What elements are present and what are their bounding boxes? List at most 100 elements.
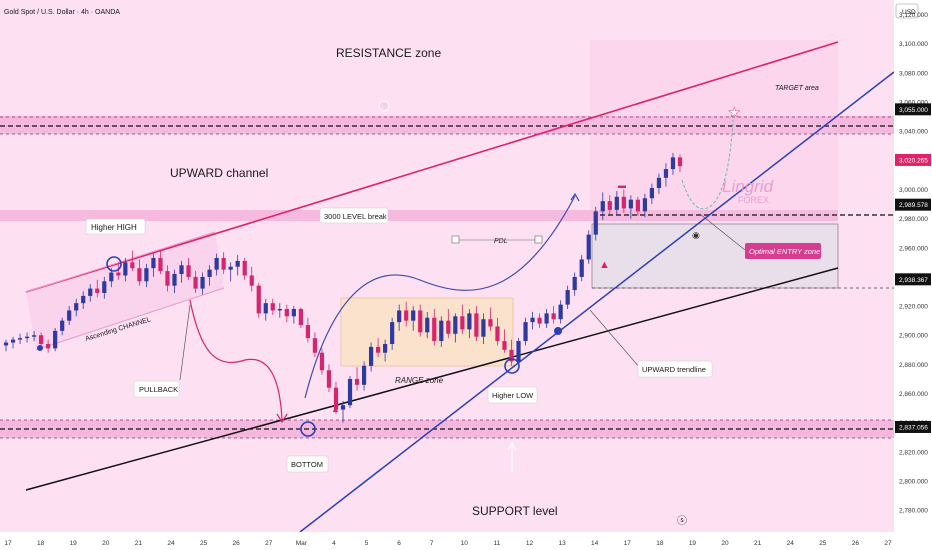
candle-body	[158, 257, 163, 272]
trendline-touch-dot	[554, 327, 562, 335]
candle-body	[354, 378, 360, 385]
candle-body	[172, 274, 177, 286]
svg-text:Optimal ENTRY zone: Optimal ENTRY zone	[749, 247, 820, 256]
x-tick-label: 20	[102, 540, 110, 547]
candle-body	[200, 276, 205, 289]
svg-text:Higher LOW: Higher LOW	[492, 391, 534, 400]
candle	[60, 317, 65, 336]
candle-body	[474, 313, 479, 337]
upward-trendline-tag: UPWARD trendline	[637, 360, 713, 378]
candle-body	[144, 268, 149, 282]
candle-body	[635, 199, 640, 212]
candle-body	[375, 346, 381, 353]
candle-body	[319, 352, 325, 371]
price-axis[interactable]	[894, 0, 932, 532]
target-star-icon: ★	[728, 104, 741, 120]
candle	[375, 338, 381, 358]
candle	[277, 303, 282, 318]
projection-curve	[304, 195, 576, 399]
candle-body	[249, 275, 254, 286]
candle-body	[326, 370, 332, 388]
candle	[151, 253, 156, 277]
x-tick-label: 24	[167, 540, 175, 547]
y-tick-label: 3,120.000	[899, 12, 928, 19]
candle-body	[397, 310, 402, 323]
target-path	[681, 119, 734, 210]
candle-body	[670, 157, 676, 170]
candle-body	[235, 260, 240, 267]
candle-body	[88, 288, 93, 296]
candle	[390, 317, 395, 350]
candle	[305, 317, 311, 343]
x-tick-label: 14	[591, 540, 599, 547]
y-tick-label: 2,800.000	[899, 478, 928, 485]
candle-body	[361, 365, 367, 385]
x-tick-label: 19	[70, 540, 78, 547]
x-tick-label: 10	[461, 540, 469, 547]
candle	[502, 329, 507, 353]
candle-body	[368, 346, 374, 366]
higher-high-marker	[106, 256, 122, 272]
ascending-channel-lower	[35, 287, 225, 351]
candle	[179, 260, 184, 283]
x-tick-label: 13	[558, 540, 566, 547]
price-tag-label: 2,938.367	[899, 277, 928, 284]
y-tick-label: 2,920.000	[899, 304, 928, 311]
price-tag-bg	[895, 103, 931, 116]
candle	[193, 271, 198, 293]
candle-body	[186, 265, 191, 277]
x-tick-label: 18	[656, 540, 664, 547]
candle	[207, 265, 212, 286]
time-axis[interactable]	[0, 532, 932, 550]
candle	[158, 250, 163, 275]
price-tag-bg	[895, 273, 931, 286]
candle-body	[572, 276, 577, 291]
svg-text:BOTTOM: BOTTOM	[291, 460, 323, 469]
candle-body	[165, 271, 170, 286]
candle	[81, 291, 86, 309]
candle	[256, 282, 261, 318]
candle-body	[516, 341, 521, 362]
candle-body	[340, 405, 346, 410]
candle	[228, 262, 233, 282]
candle	[88, 284, 93, 302]
candle	[446, 308, 451, 339]
candle-body	[60, 320, 65, 331]
candle-body	[495, 326, 500, 342]
price-tag-bg	[895, 153, 931, 166]
candle	[404, 301, 409, 327]
candle	[3, 339, 9, 352]
price-tag-label: 3,020.265	[899, 157, 928, 164]
y-tick-label: 2,860.000	[899, 391, 928, 398]
x-tick-label: 5	[365, 540, 369, 547]
candle	[31, 330, 37, 342]
resistance-trendline	[25, 41, 839, 293]
candle	[439, 316, 444, 347]
x-tick-label: 17	[624, 540, 632, 547]
candle	[649, 183, 655, 205]
x-tick-label: 7	[430, 540, 434, 547]
candle	[10, 336, 16, 349]
range-zone-label: RANGE zone	[395, 376, 444, 385]
candle	[488, 307, 493, 331]
candle-body	[46, 343, 51, 349]
candle	[551, 306, 556, 324]
candle	[670, 153, 676, 175]
candle	[586, 230, 591, 264]
resistance-zone-label: RESISTANCE zone	[336, 46, 441, 60]
candle-body	[109, 272, 114, 282]
candle	[116, 262, 121, 280]
higher-low-marker	[504, 358, 520, 374]
candle-body	[418, 310, 423, 333]
y-tick-label: 2,960.000	[899, 245, 928, 252]
candle-body	[649, 188, 655, 199]
candle	[530, 311, 535, 330]
candle	[565, 285, 570, 309]
candle-body	[530, 317, 535, 323]
level-break-tag: 3000 LEVEL break	[319, 207, 389, 224]
x-tick-label: 27	[265, 540, 273, 547]
candle-body	[284, 308, 289, 317]
pullback-arrow-head	[276, 413, 288, 424]
candle-body	[586, 234, 591, 260]
